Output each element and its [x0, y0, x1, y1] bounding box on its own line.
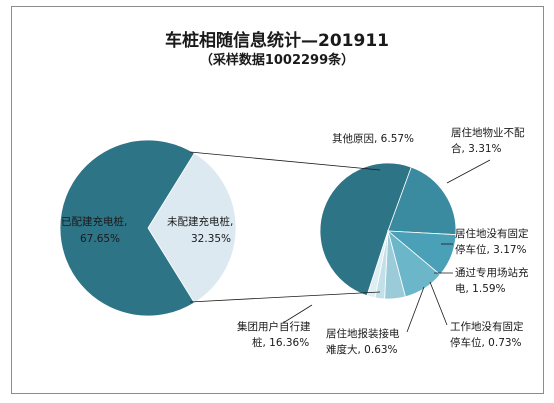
label-built: 已配建充电桩,	[61, 215, 127, 228]
label-other: 其他原因, 6.57%	[332, 132, 414, 145]
label-station-2: 电, 1.59%	[455, 282, 506, 295]
label-unbuilt-value: 32.35%	[191, 233, 231, 245]
label-built-value: 67.65%	[80, 233, 120, 245]
label-power-hard: 居住地报装接电	[326, 327, 400, 340]
label-station: 通过专用场站充	[455, 266, 529, 279]
pie-slice-main-pie-1	[59, 139, 195, 317]
pie-slice-detail-pie-6	[366, 230, 389, 299]
leader-group	[282, 304, 313, 324]
label-noparking-work: 工作地没有固定	[450, 320, 524, 333]
label-group-2: 桩, 16.36%	[252, 336, 309, 349]
label-unbuilt: 未配建充电桩,	[167, 215, 233, 228]
main-pie	[59, 139, 237, 317]
chart-subtitle: （采样数据1002299条）	[199, 53, 355, 68]
label-noparking-work-2: 停车位, 0.73%	[450, 336, 522, 349]
label-group: 集团用户自行建	[237, 320, 311, 333]
detail-pie	[319, 162, 457, 300]
leader-power-hard	[406, 286, 425, 333]
pie-slice-detail-pie-1	[387, 166, 457, 236]
pie-slice-detail-pie-0	[319, 162, 412, 297]
label-power-hard-2: 难度大, 0.63%	[326, 343, 398, 356]
label-noparking-home: 居住地没有固定	[455, 227, 529, 240]
pie-slice-main-pie-0	[147, 152, 237, 304]
label-property-2: 合, 3.31%	[451, 142, 502, 155]
leader-noparking-work	[429, 281, 448, 326]
connector-line-bottom	[189, 291, 381, 303]
label-property: 居住地物业不配	[451, 126, 525, 139]
label-noparking-home-2: 停车位, 3.17%	[455, 243, 527, 256]
connector-line-top	[189, 151, 381, 171]
leader-property	[446, 159, 491, 184]
chart-title: 车桩相随信息统计—201911	[165, 31, 389, 51]
